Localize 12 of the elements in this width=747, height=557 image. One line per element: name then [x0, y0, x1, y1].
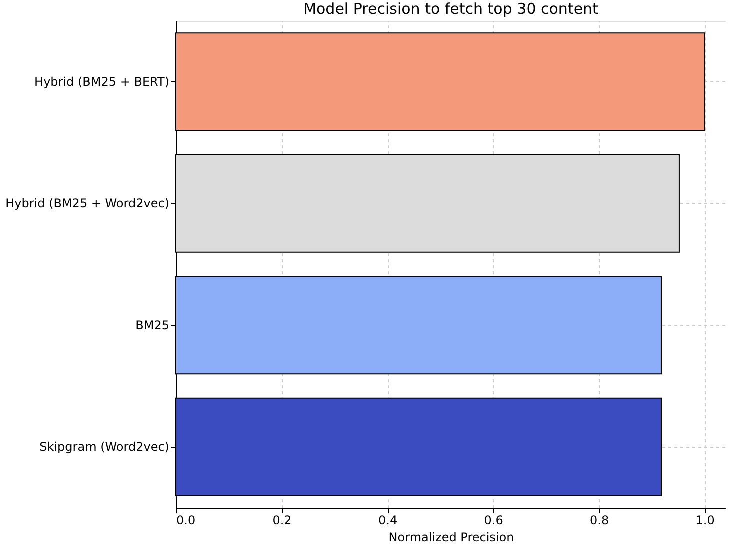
x-tick-label: 0.8	[590, 514, 610, 528]
x-tick-label: 0.2	[272, 514, 292, 528]
x-tick-label: 0.4	[378, 514, 398, 528]
x-tick-label: 0.6	[484, 514, 504, 528]
x-axis-title: Normalized Precision	[388, 530, 514, 544]
chart-title: Model Precision to fetch top 30 content	[304, 0, 599, 18]
y-tick-label: Skipgram (Word2vec)	[40, 440, 170, 454]
y-tick-label: BM25	[136, 318, 170, 332]
x-tick-label: 1.0	[696, 514, 715, 528]
y-tick-label: Hybrid (BM25 + Word2vec)	[6, 196, 170, 211]
x-tick-label: 0.0	[176, 514, 196, 528]
y-tick-label: Hybrid (BM25 + BERT)	[34, 74, 170, 89]
